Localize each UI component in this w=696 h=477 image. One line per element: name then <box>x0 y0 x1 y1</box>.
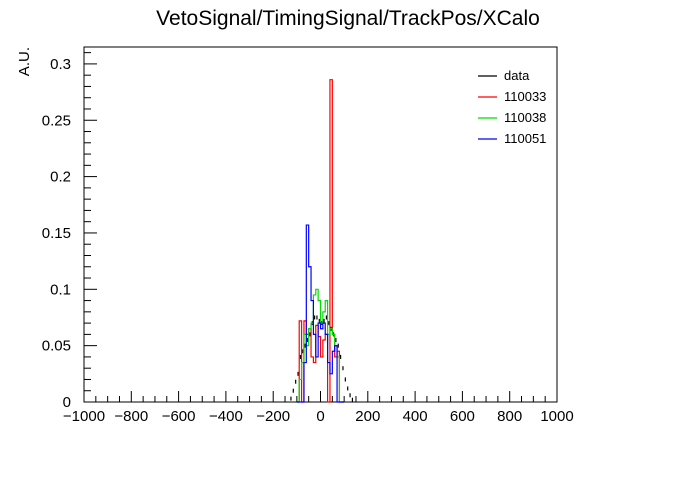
legend-item: data <box>478 68 530 83</box>
y-tick-label: 0.2 <box>50 169 71 186</box>
y-axis-label: A.U. <box>16 47 33 76</box>
y-tick-label: 0.3 <box>50 56 71 73</box>
series-110038 <box>296 288 345 403</box>
x-tick-label: −200 <box>256 408 290 425</box>
x-tick-label: 0 <box>316 408 324 425</box>
x-tick-label: 1000 <box>540 408 573 425</box>
y-tick-label: 0.25 <box>42 112 71 129</box>
chart-title: VetoSignal/TimingSignal/TrackPos/XCalo <box>156 7 540 30</box>
legend-label: 110038 <box>504 110 546 125</box>
legend-item: 110033 <box>478 89 546 104</box>
y-tick-label: 0.15 <box>42 225 71 242</box>
series-layer <box>290 79 354 403</box>
y-tick-label: 0.1 <box>50 281 71 298</box>
x-tick-label: −400 <box>209 408 243 425</box>
y-tick-label: 0.05 <box>42 338 71 355</box>
series-step-line <box>296 288 345 403</box>
legend-item: 110051 <box>478 131 546 146</box>
x-tick-label: −1000 <box>63 408 105 425</box>
series-step-line <box>296 224 345 403</box>
x-tick-label: 800 <box>497 408 522 425</box>
y-tick-label: 0 <box>63 394 71 411</box>
series-110051 <box>296 224 345 403</box>
axes-layer: −1000 −800 −600 −400 −200 0 200 400 600 800 1000 0 0… <box>42 52 574 425</box>
series-data <box>290 315 354 402</box>
legend-label: data <box>504 68 530 83</box>
x-tick-label: 400 <box>403 408 428 425</box>
legend-label: 110033 <box>504 89 546 104</box>
legend-item: 110038 <box>478 110 546 125</box>
x-tick-label: −600 <box>162 408 196 425</box>
x-tick-label: 600 <box>450 408 475 425</box>
x-tick-label: 200 <box>355 408 380 425</box>
x-tick-label: −800 <box>114 408 148 425</box>
legend: data 110033 110038 110051 <box>478 68 546 146</box>
legend-label: 110051 <box>504 131 546 146</box>
